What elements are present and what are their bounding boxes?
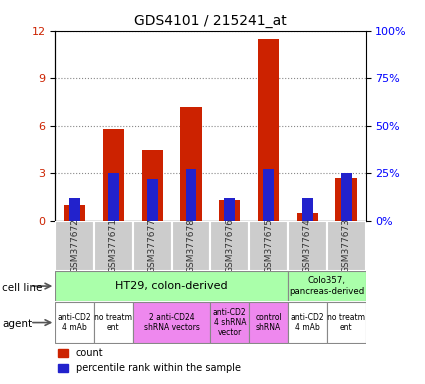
Text: anti-CD2
4 mAb: anti-CD2 4 mAb xyxy=(291,313,324,332)
Text: 2 anti-CD24
shRNA vectors: 2 anti-CD24 shRNA vectors xyxy=(144,313,199,332)
FancyBboxPatch shape xyxy=(133,302,210,343)
Text: GSM377675: GSM377675 xyxy=(264,218,273,273)
Text: Colo357,
pancreas-derived: Colo357, pancreas-derived xyxy=(289,276,364,296)
FancyBboxPatch shape xyxy=(133,221,172,271)
Bar xyxy=(263,169,274,221)
Bar xyxy=(297,213,318,221)
Bar xyxy=(219,200,241,221)
Bar xyxy=(224,198,235,221)
Text: GSM377671: GSM377671 xyxy=(109,218,118,273)
Bar xyxy=(108,173,119,221)
Text: GSM377674: GSM377674 xyxy=(303,218,312,273)
Legend: count, percentile rank within the sample: count, percentile rank within the sample xyxy=(54,344,245,377)
FancyBboxPatch shape xyxy=(94,302,133,343)
Bar xyxy=(103,129,124,221)
Text: GSM377677: GSM377677 xyxy=(148,218,157,273)
FancyBboxPatch shape xyxy=(288,302,327,343)
Text: control
shRNA: control shRNA xyxy=(255,313,282,332)
FancyBboxPatch shape xyxy=(55,302,94,343)
Text: cell line: cell line xyxy=(2,283,42,293)
Text: GSM377673: GSM377673 xyxy=(342,218,351,273)
FancyBboxPatch shape xyxy=(249,221,288,271)
FancyBboxPatch shape xyxy=(288,271,366,301)
Bar xyxy=(147,179,158,221)
Text: GSM377672: GSM377672 xyxy=(70,218,79,273)
Text: no treatm
ent: no treatm ent xyxy=(327,313,365,332)
FancyBboxPatch shape xyxy=(210,221,249,271)
FancyBboxPatch shape xyxy=(55,271,288,301)
Title: GDS4101 / 215241_at: GDS4101 / 215241_at xyxy=(134,14,287,28)
Text: agent: agent xyxy=(2,319,32,329)
FancyBboxPatch shape xyxy=(210,302,249,343)
FancyBboxPatch shape xyxy=(55,221,94,271)
Bar xyxy=(335,178,357,221)
Bar xyxy=(180,107,201,221)
FancyBboxPatch shape xyxy=(288,221,327,271)
Bar xyxy=(64,205,85,221)
Text: GSM377678: GSM377678 xyxy=(187,218,196,273)
FancyBboxPatch shape xyxy=(327,221,366,271)
Bar xyxy=(186,169,196,221)
FancyBboxPatch shape xyxy=(249,302,288,343)
Text: no treatm
ent: no treatm ent xyxy=(94,313,133,332)
Bar xyxy=(69,198,80,221)
Bar xyxy=(142,149,163,221)
Text: anti-CD2
4 shRNA
vector: anti-CD2 4 shRNA vector xyxy=(213,308,246,338)
Bar xyxy=(341,173,351,221)
Bar xyxy=(258,39,279,221)
FancyBboxPatch shape xyxy=(327,302,366,343)
Bar xyxy=(302,198,313,221)
FancyBboxPatch shape xyxy=(172,221,210,271)
Text: GSM377676: GSM377676 xyxy=(225,218,234,273)
Text: HT29, colon-derived: HT29, colon-derived xyxy=(115,281,228,291)
Text: anti-CD2
4 mAb: anti-CD2 4 mAb xyxy=(58,313,91,332)
FancyBboxPatch shape xyxy=(94,221,133,271)
